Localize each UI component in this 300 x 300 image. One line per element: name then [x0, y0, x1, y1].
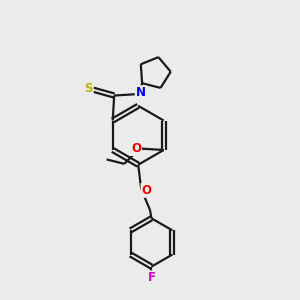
Text: O: O: [131, 142, 141, 155]
Text: S: S: [84, 82, 93, 95]
Text: O: O: [142, 184, 152, 197]
Text: N: N: [136, 86, 146, 99]
Text: F: F: [148, 271, 155, 284]
